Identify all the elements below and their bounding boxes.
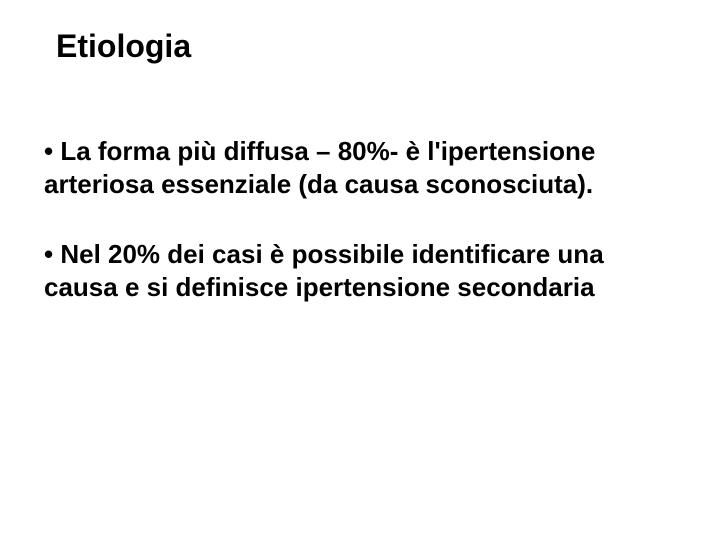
- bullet-item: • Nel 20% dei casi è possibile identific…: [44, 238, 680, 303]
- slide: Etiologia • La forma più diffusa – 80%- …: [0, 0, 720, 540]
- slide-title: Etiologia: [56, 28, 680, 65]
- bullet-item: • La forma più diffusa – 80%- è l'iperte…: [44, 135, 680, 200]
